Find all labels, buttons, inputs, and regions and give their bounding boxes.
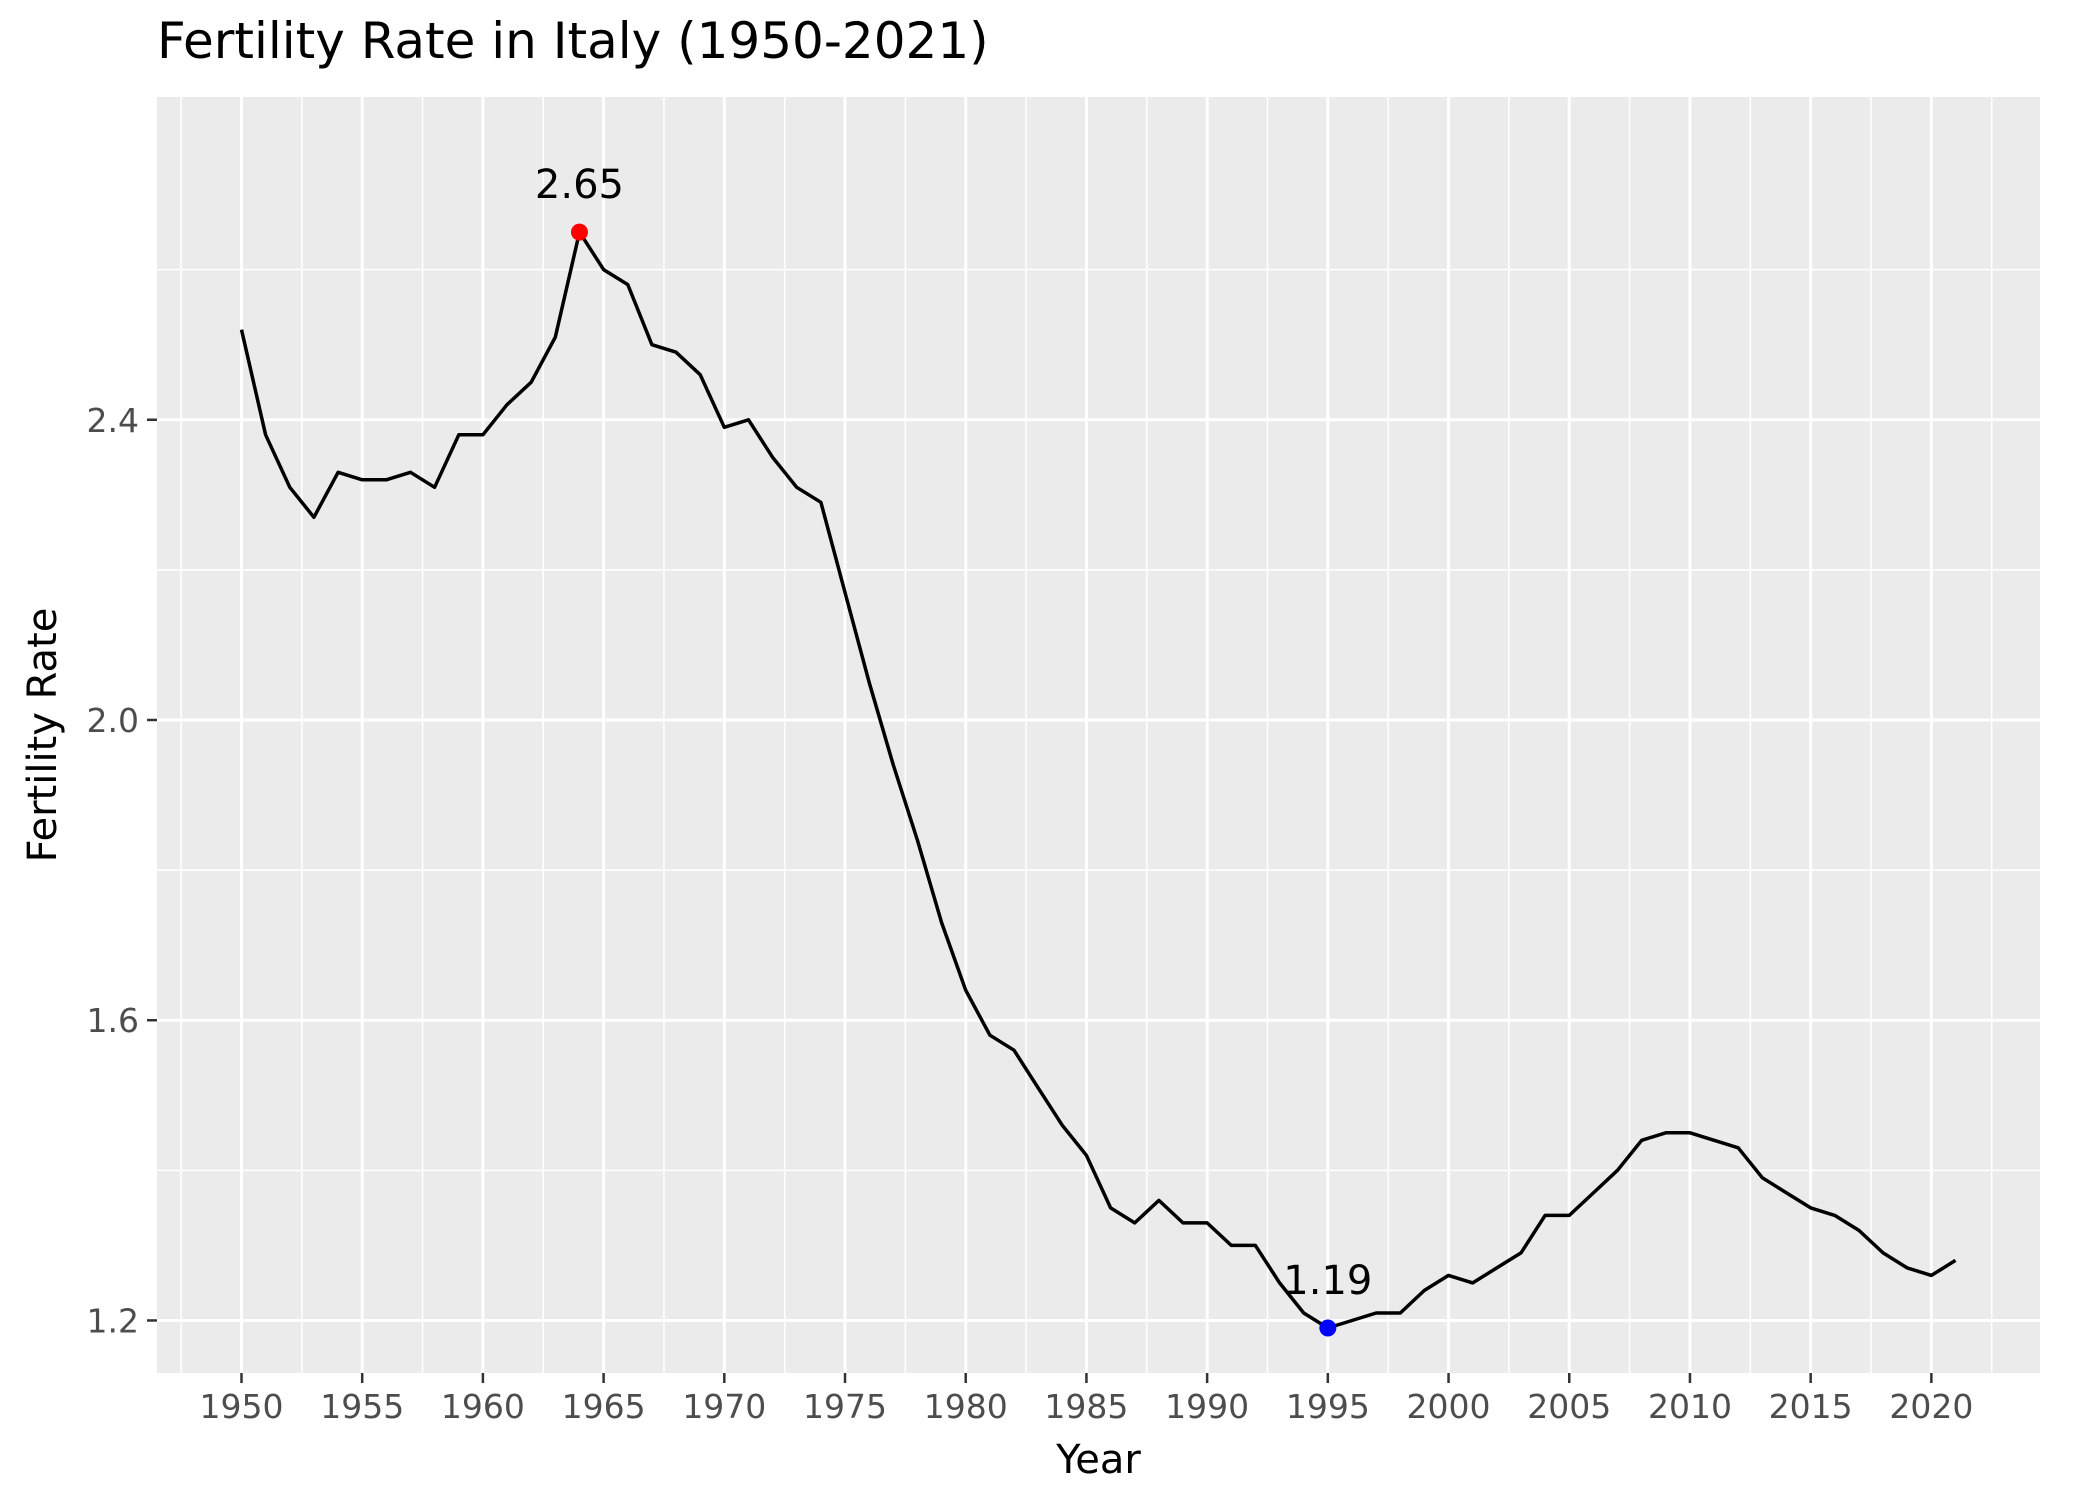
highlight-point — [1319, 1319, 1337, 1337]
x-tick-label: 1990 — [1165, 1387, 1249, 1426]
minor-gridlines — [157, 97, 2040, 1373]
x-tick-label: 2010 — [1648, 1387, 1732, 1426]
x-tick-label: 1980 — [924, 1387, 1008, 1426]
y-axis-title: Fertility Rate — [20, 608, 66, 863]
highlight-point-label: 2.65 — [535, 162, 624, 208]
y-tick-label: 1.6 — [87, 1001, 139, 1040]
axis-ticks — [147, 418, 1933, 1383]
y-tick-label: 2.0 — [87, 701, 139, 740]
major-gridlines — [157, 97, 2040, 1373]
x-tick-label: 2000 — [1407, 1387, 1491, 1426]
x-tick-label: 1960 — [441, 1387, 525, 1426]
x-tick-label: 1995 — [1286, 1387, 1370, 1426]
plot-panel — [157, 97, 2040, 1373]
x-axis-title: Year — [1055, 1437, 1141, 1483]
x-tick-label: 2005 — [1527, 1387, 1611, 1426]
highlight-point-label: 1.19 — [1283, 1258, 1372, 1304]
x-tick-label: 1975 — [803, 1387, 887, 1426]
chart-title: Fertility Rate in Italy (1950-2021) — [157, 12, 989, 70]
y-axis-tick-labels: 1.2 1.6 2.0 2.4 — [87, 401, 139, 1341]
x-tick-label: 2020 — [1889, 1387, 1973, 1426]
y-tick-label: 1.2 — [87, 1301, 139, 1340]
x-tick-label: 1950 — [200, 1387, 284, 1426]
x-axis-tick-labels: 1950 1955 1960 1965 1970 1975 1980 1985 1990 1995… — [200, 1387, 1974, 1426]
x-tick-label: 1955 — [320, 1387, 404, 1426]
x-tick-label: 1985 — [1044, 1387, 1128, 1426]
highlight-points: 2.65 1.19 — [535, 162, 1372, 1337]
y-tick-label: 2.4 — [87, 401, 139, 440]
x-tick-label: 1970 — [682, 1387, 766, 1426]
highlight-point — [570, 223, 588, 241]
fertility-rate-line — [239, 230, 1957, 1330]
x-tick-label: 1965 — [562, 1387, 646, 1426]
x-tick-label: 2015 — [1769, 1387, 1853, 1426]
